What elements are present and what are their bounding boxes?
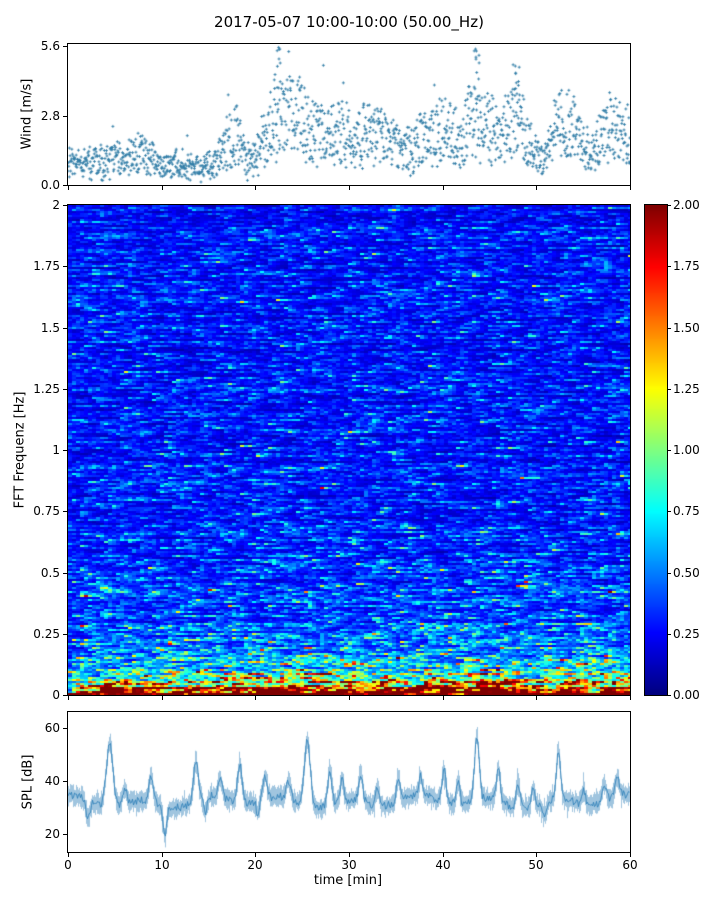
tick-mark xyxy=(668,389,671,390)
tick-label: 1.5 xyxy=(40,321,60,335)
tick-label: 1.75 xyxy=(33,259,60,273)
tick-mark xyxy=(63,46,67,47)
tick-label: 0.75 xyxy=(673,504,700,518)
tick-label: 1.75 xyxy=(673,259,700,273)
tick-mark xyxy=(63,634,67,635)
tick-mark xyxy=(630,186,631,190)
tick-mark xyxy=(63,185,67,186)
tick-mark xyxy=(668,573,671,574)
tick-label: 1 xyxy=(52,443,60,457)
colorbar-canvas xyxy=(644,204,668,696)
tick-mark xyxy=(536,853,537,857)
tick-label: 60 xyxy=(622,858,638,872)
tick-mark xyxy=(63,116,67,117)
wind-scatter-canvas xyxy=(67,43,631,186)
tick-mark xyxy=(63,728,67,729)
tick-mark xyxy=(63,328,67,329)
tick-mark xyxy=(443,853,444,857)
chart-title: 2017-05-07 10:00-10:00 (50.00_Hz) xyxy=(214,13,484,31)
tick-mark xyxy=(162,853,163,857)
tick-mark xyxy=(255,853,256,857)
tick-label: 2.8 xyxy=(40,109,60,123)
tick-mark xyxy=(255,696,256,700)
tick-mark xyxy=(668,328,671,329)
tick-mark xyxy=(63,511,67,512)
tick-mark xyxy=(68,186,69,190)
tick-label: 20 xyxy=(44,827,60,841)
tick-mark xyxy=(443,696,444,700)
tick-mark xyxy=(63,266,67,267)
tick-label: 1.25 xyxy=(673,382,700,396)
tick-label: 1.50 xyxy=(673,321,700,335)
tick-label: 1.00 xyxy=(673,443,700,457)
tick-mark xyxy=(68,696,69,700)
tick-mark xyxy=(668,266,671,267)
tick-label: 40 xyxy=(44,774,60,788)
tick-label: 60 xyxy=(44,721,60,735)
tick-mark xyxy=(668,511,671,512)
tick-label: 0.75 xyxy=(33,504,60,518)
tick-mark xyxy=(668,205,671,206)
tick-mark xyxy=(63,389,67,390)
tick-label: 0 xyxy=(52,688,60,702)
tick-label: 0.00 xyxy=(673,688,700,702)
tick-mark xyxy=(63,450,67,451)
tick-mark xyxy=(349,696,350,700)
tick-label: 5.6 xyxy=(40,39,60,53)
tick-mark xyxy=(668,450,671,451)
tick-mark xyxy=(668,634,671,635)
tick-mark xyxy=(349,186,350,190)
tick-label: 1.25 xyxy=(33,382,60,396)
tick-label: 2.00 xyxy=(673,198,700,212)
tick-label: 0.25 xyxy=(33,627,60,641)
tick-label: 10 xyxy=(154,858,170,872)
tick-mark xyxy=(668,695,671,696)
tick-label: 20 xyxy=(247,858,263,872)
tick-mark xyxy=(63,695,67,696)
tick-label: 50 xyxy=(528,858,544,872)
x-axis-label: time [min] xyxy=(313,873,383,888)
tick-mark xyxy=(443,186,444,190)
tick-label: 0.5 xyxy=(40,566,60,580)
tick-mark xyxy=(536,186,537,190)
tick-label: 2 xyxy=(52,198,60,212)
tick-mark xyxy=(630,696,631,700)
tick-mark xyxy=(63,781,67,782)
tick-label: 0.25 xyxy=(673,627,700,641)
tick-label: 0.50 xyxy=(673,566,700,580)
tick-mark xyxy=(63,205,67,206)
spectrogram-canvas xyxy=(67,204,631,696)
tick-mark xyxy=(536,696,537,700)
tick-mark xyxy=(63,834,67,835)
tick-mark xyxy=(68,853,69,857)
tick-mark xyxy=(630,853,631,857)
tick-mark xyxy=(349,853,350,857)
tick-label: 0 xyxy=(64,858,72,872)
tick-mark xyxy=(162,186,163,190)
spl-line-canvas xyxy=(67,711,631,853)
tick-label: 0.0 xyxy=(40,178,60,192)
tick-label: 40 xyxy=(435,858,451,872)
tick-mark xyxy=(63,573,67,574)
tick-label: 30 xyxy=(341,858,357,872)
tick-mark xyxy=(255,186,256,190)
tick-mark xyxy=(162,696,163,700)
